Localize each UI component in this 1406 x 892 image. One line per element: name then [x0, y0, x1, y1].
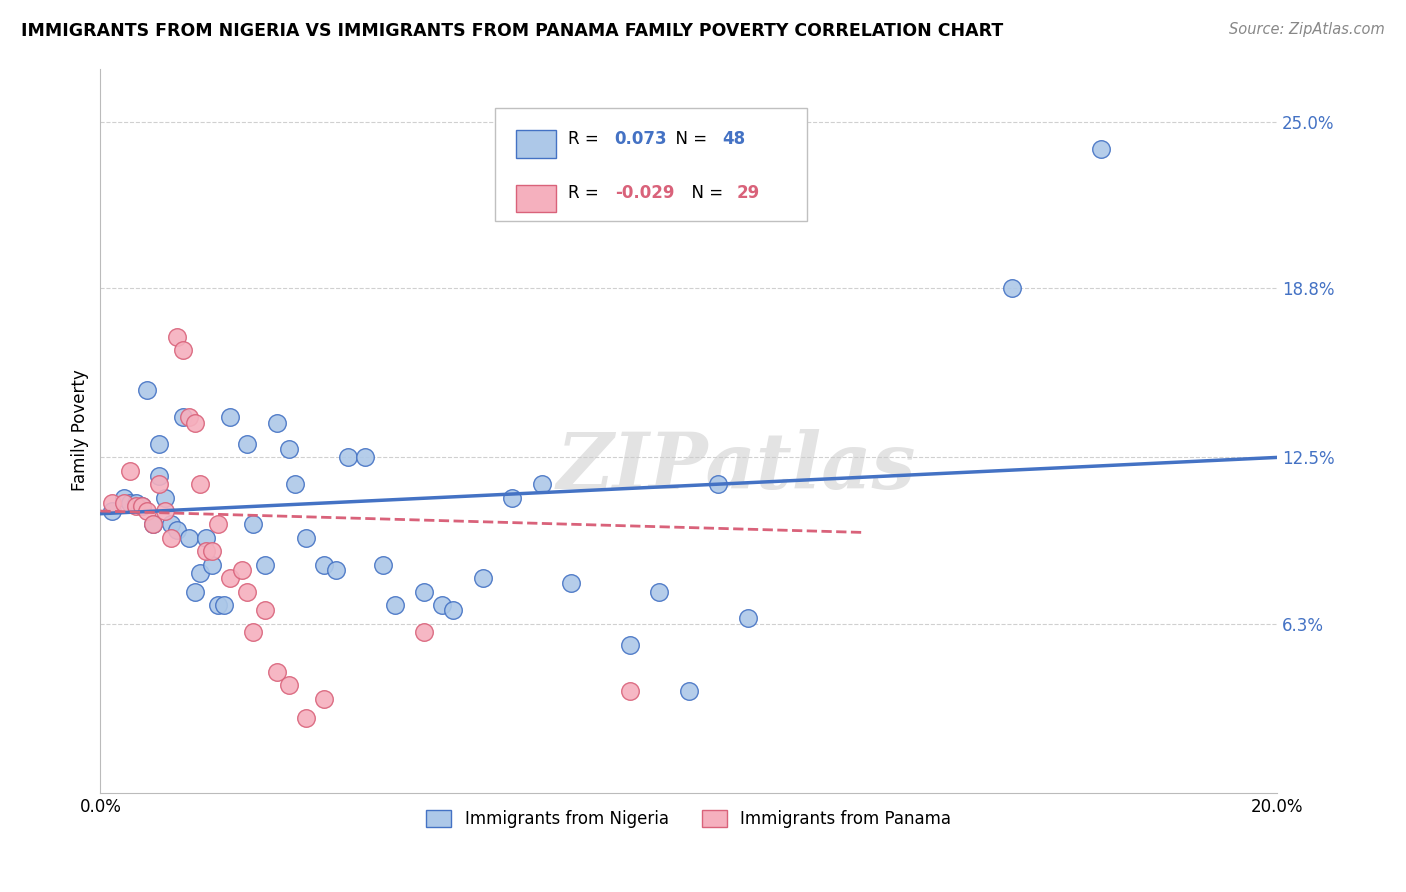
Point [118, 464, 141, 478]
Point [190, 566, 212, 580]
Point [201, 544, 224, 558]
Point [124, 496, 146, 510]
Point [195, 531, 218, 545]
Point [236, 437, 259, 451]
Text: IMMIGRANTS FROM NIGERIA VS IMMIGRANTS FROM PANAMA FAMILY POVERTY CORRELATION CHA: IMMIGRANTS FROM NIGERIA VS IMMIGRANTS FR… [21, 22, 1004, 40]
Point [195, 544, 218, 558]
Point [619, 683, 641, 698]
Point [242, 517, 264, 532]
Point [160, 531, 183, 545]
Point [1001, 281, 1024, 295]
Point [707, 477, 730, 491]
Point [371, 558, 394, 572]
Point [283, 477, 305, 491]
Point [148, 437, 170, 451]
Point [312, 558, 335, 572]
Point [207, 517, 229, 532]
Point [384, 598, 406, 612]
Point [148, 477, 170, 491]
Point [254, 603, 277, 617]
Point [277, 678, 299, 692]
Point [354, 450, 377, 465]
Point [619, 638, 641, 652]
Point [242, 624, 264, 639]
Point [148, 469, 170, 483]
FancyBboxPatch shape [516, 185, 555, 212]
Point [737, 611, 759, 625]
FancyBboxPatch shape [495, 108, 807, 220]
Y-axis label: Family Poverty: Family Poverty [72, 369, 89, 491]
Point [218, 571, 240, 585]
Text: 0.073: 0.073 [614, 129, 668, 148]
Point [218, 410, 240, 425]
Point [471, 571, 494, 585]
Point [201, 558, 224, 572]
Point [183, 584, 205, 599]
Point [112, 491, 135, 505]
Point [131, 499, 153, 513]
Point [190, 477, 212, 491]
Point [560, 576, 582, 591]
Point [153, 504, 176, 518]
Point [430, 598, 453, 612]
Point [501, 491, 523, 505]
Point [177, 410, 200, 425]
Point [413, 624, 436, 639]
Point [118, 496, 141, 510]
Point [413, 584, 436, 599]
Point [207, 598, 229, 612]
Point [295, 531, 318, 545]
Point [212, 598, 235, 612]
Point [236, 584, 259, 599]
Point [177, 531, 200, 545]
Text: N =: N = [665, 129, 713, 148]
Point [153, 491, 176, 505]
Point [136, 384, 159, 398]
Point [136, 504, 159, 518]
Point [441, 603, 464, 617]
Point [142, 517, 165, 532]
Point [648, 584, 671, 599]
Point [183, 416, 205, 430]
Point [530, 477, 553, 491]
Point [1090, 142, 1112, 156]
Point [172, 343, 194, 358]
Point [166, 329, 188, 343]
Point [325, 563, 347, 577]
Text: R =: R = [568, 184, 603, 202]
Point [266, 416, 288, 430]
Point [166, 523, 188, 537]
Point [131, 499, 153, 513]
Point [336, 450, 359, 465]
Text: N =: N = [681, 184, 728, 202]
Point [678, 683, 700, 698]
Point [172, 410, 194, 425]
Point [231, 563, 253, 577]
Text: R =: R = [568, 129, 603, 148]
Point [101, 504, 124, 518]
Text: -0.029: -0.029 [614, 184, 673, 202]
Point [312, 691, 335, 706]
Point [124, 499, 146, 513]
Text: 29: 29 [737, 184, 761, 202]
Point [112, 496, 135, 510]
Point [277, 442, 299, 457]
Text: 48: 48 [721, 129, 745, 148]
Point [254, 558, 277, 572]
Point [295, 710, 318, 724]
Point [160, 517, 183, 532]
Text: Source: ZipAtlas.com: Source: ZipAtlas.com [1229, 22, 1385, 37]
Legend: Immigrants from Nigeria, Immigrants from Panama: Immigrants from Nigeria, Immigrants from… [419, 804, 957, 835]
Point [101, 496, 124, 510]
Point [142, 517, 165, 532]
Text: ZIPatlas: ZIPatlas [557, 428, 915, 505]
FancyBboxPatch shape [516, 130, 555, 158]
Point [266, 665, 288, 679]
